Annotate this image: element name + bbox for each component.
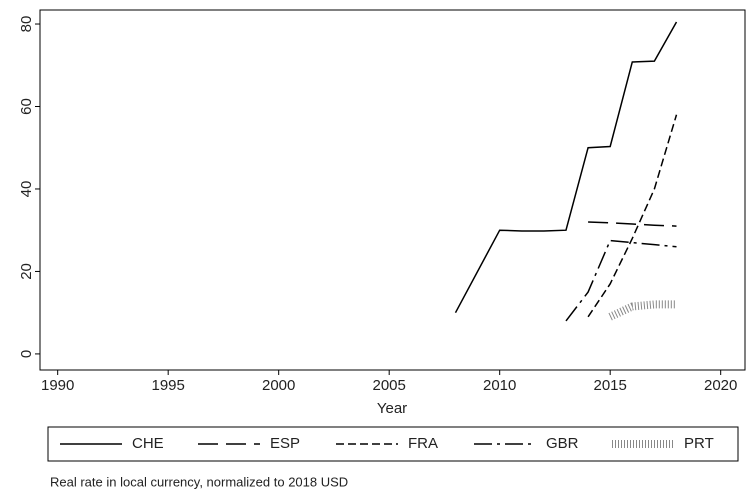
x-tick-label: 2015 [594,377,627,394]
x-tick-label: 2005 [372,377,405,394]
y-tick-label: 0 [18,350,35,358]
x-tick-label: 2020 [704,377,737,394]
y-tick-label: 20 [18,263,35,280]
legend-box [47,426,739,462]
series-line [565,239,677,322]
x-axis-title: Year [377,400,407,417]
series-line [587,114,678,318]
y-tick-label: 80 [18,16,35,33]
legend-label: CHE [132,435,164,452]
x-tick-label: 1995 [151,377,184,394]
y-tick-label: 60 [18,98,35,115]
x-tick-label: 1990 [41,377,74,394]
legend-label: ESP [270,435,300,452]
x-tick-label: 2000 [262,377,295,394]
series-line [608,300,677,321]
legend-label: GBR [546,435,579,452]
legend-label: FRA [408,435,438,452]
note: Real rate in local currency, normalized … [50,474,348,489]
legend-label: PRT [684,435,714,452]
series-line [588,221,677,227]
series-line [454,21,678,314]
plot-frame [39,9,746,371]
x-tick-label: 2010 [483,377,516,394]
y-tick-label: 40 [18,181,35,198]
